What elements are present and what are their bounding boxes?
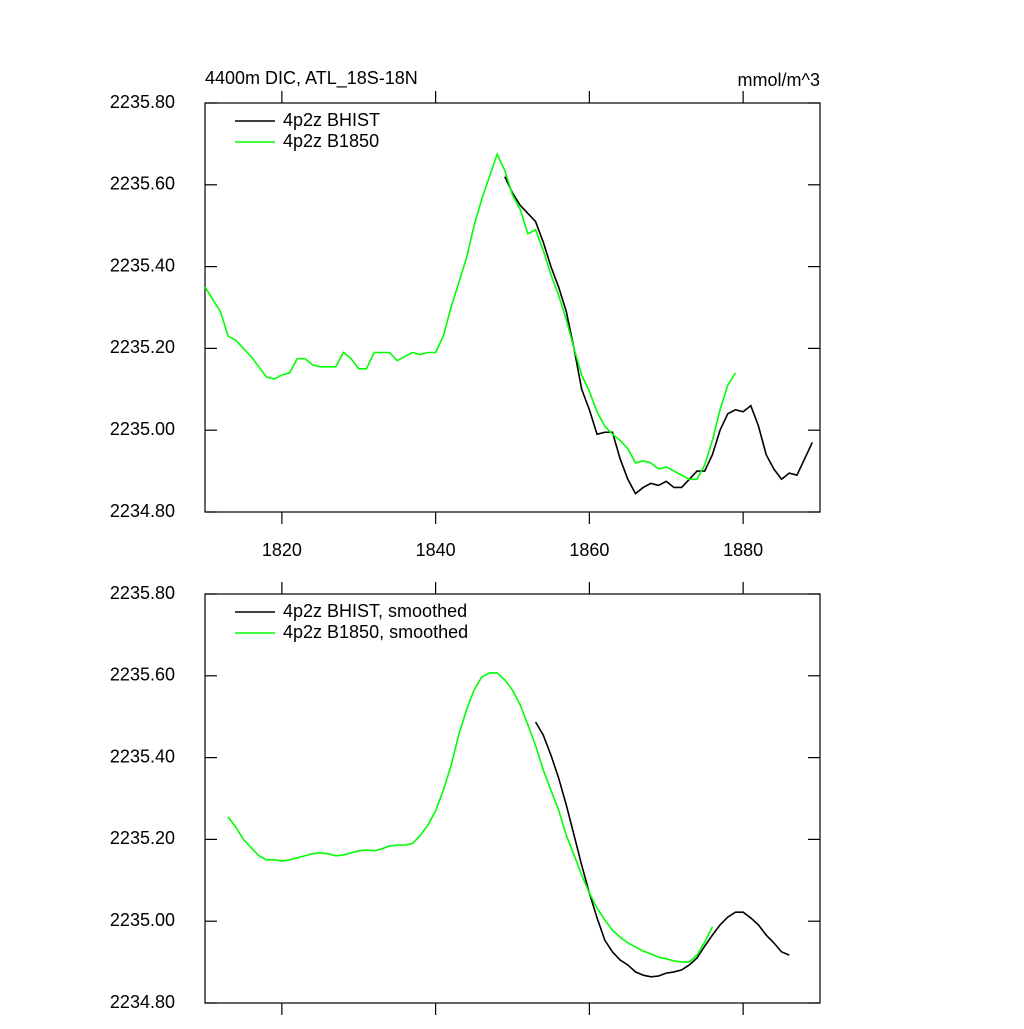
y-tick-label: 2235.20 bbox=[110, 337, 175, 357]
y-tick-label: 2235.80 bbox=[110, 92, 175, 112]
units-label: mmol/m^3 bbox=[738, 70, 820, 90]
y-tick-label: 2234.80 bbox=[110, 992, 175, 1012]
legend-label: 4p2z B1850 bbox=[283, 131, 379, 151]
legend-label: 4p2z BHIST bbox=[283, 110, 380, 130]
x-tick-label: 1860 bbox=[569, 540, 609, 560]
x-tick-label: 1880 bbox=[723, 540, 763, 560]
y-tick-label: 2235.40 bbox=[110, 746, 175, 766]
plot-frame bbox=[204, 593, 821, 1004]
plot-frame bbox=[204, 102, 821, 513]
y-tick-label: 2235.20 bbox=[110, 828, 175, 848]
data-line bbox=[227, 672, 714, 963]
y-tick-label: 2235.60 bbox=[110, 665, 175, 685]
y-tick-label: 2234.80 bbox=[110, 501, 175, 521]
y-tick-label: 2235.00 bbox=[110, 419, 175, 439]
x-tick-label: 1820 bbox=[262, 540, 302, 560]
chart-title: 4400m DIC, ATL_18S-18N bbox=[205, 68, 418, 89]
data-line bbox=[534, 721, 790, 978]
y-tick-label: 2235.60 bbox=[110, 174, 175, 194]
legend-label: 4p2z B1850, smoothed bbox=[283, 622, 468, 642]
y-tick-label: 2235.00 bbox=[110, 910, 175, 930]
x-tick-label: 1840 bbox=[416, 540, 456, 560]
legend-label: 4p2z BHIST, smoothed bbox=[283, 601, 467, 621]
data-line bbox=[204, 151, 737, 481]
data-line bbox=[504, 176, 814, 495]
y-tick-label: 2235.80 bbox=[110, 583, 175, 603]
y-tick-label: 2235.40 bbox=[110, 255, 175, 275]
